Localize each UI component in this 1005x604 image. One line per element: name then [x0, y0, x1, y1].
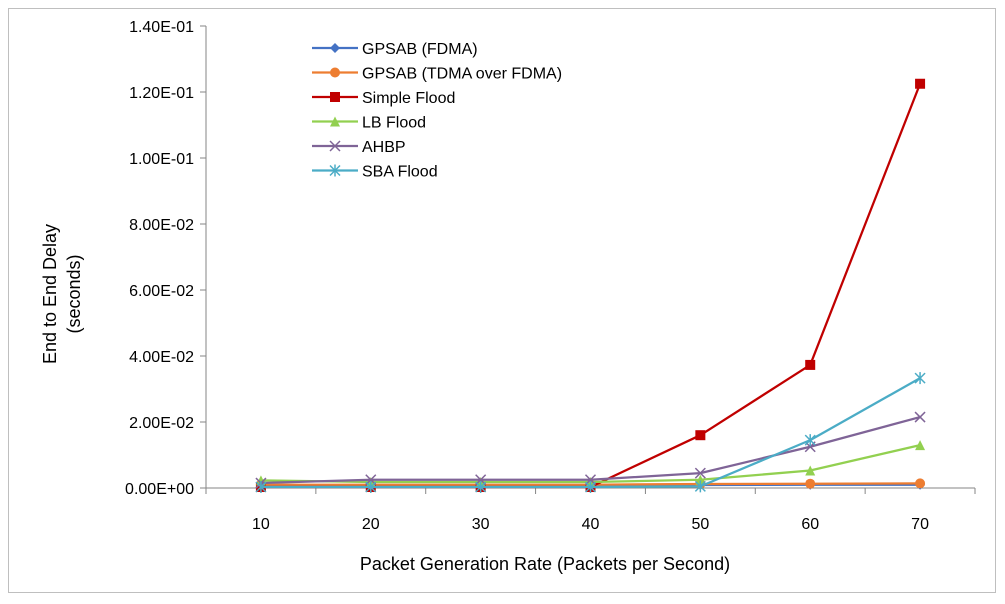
x-tick-label: 70: [911, 516, 929, 533]
data-point: [805, 359, 816, 370]
legend-label: LB Flood: [362, 115, 426, 132]
series-line: [260, 377, 921, 489]
y-tick-label: 1.40E-01: [129, 19, 194, 36]
legend-marker: [330, 92, 340, 102]
x-axis: 10 20 30 40 50 60 70: [205, 487, 976, 533]
series-5: [255, 372, 926, 494]
square-shape: [695, 430, 706, 441]
legend-item: SBA Flood: [312, 164, 438, 181]
y-axis-title-line-2: (seconds): [64, 254, 84, 333]
x-stroke: [694, 467, 706, 479]
circle-shape: [330, 67, 340, 78]
x-tick-label: 60: [801, 516, 819, 533]
square-shape: [805, 359, 816, 370]
triangle-shape: [330, 116, 340, 127]
y-tick-label: 8.00E-02: [129, 217, 194, 234]
x-axis-title: Packet Generation Rate (Packets per Seco…: [360, 554, 730, 574]
legend-label: AHBP: [362, 139, 406, 156]
y-tick-label: 4.00E-02: [129, 349, 194, 366]
series-line: [260, 444, 921, 484]
legend-item: Simple Flood: [312, 90, 455, 107]
data-point: [805, 465, 816, 476]
square-shape: [330, 92, 340, 102]
y-tick-label: 0.00E+00: [125, 481, 194, 498]
triangle-shape: [695, 474, 706, 485]
y-axis-title-line-1: End to End Delay: [40, 224, 60, 364]
circle-shape: [805, 478, 816, 489]
series-4: [255, 411, 926, 489]
x-tick-label: 20: [362, 516, 380, 533]
legend-item: GPSAB (TDMA over FDMA): [312, 66, 562, 83]
legend-marker: [330, 67, 340, 78]
y-axis: 0.00E+00 2.00E-02 4.00E-02 6.00E-02 8.00E-02…: [125, 19, 207, 498]
y-tick-label: 1.00E-01: [129, 151, 194, 168]
legend-item: LB Flood: [312, 115, 426, 132]
legend: GPSAB (FDMA) GPSAB (TDMA over FDMA) Simple…: [312, 41, 562, 181]
x-tick-label: 10: [252, 516, 270, 533]
x-stroke: [914, 411, 926, 423]
x-stroke: [329, 140, 341, 152]
data-point: [804, 434, 816, 447]
data-point: [694, 467, 706, 479]
legend-marker: [329, 164, 341, 177]
legend-marker: [329, 140, 341, 152]
legend-label: GPSAB (TDMA over FDMA): [362, 66, 562, 83]
series-line: [260, 83, 922, 489]
legend-label: Simple Flood: [362, 90, 455, 107]
data-point: [805, 478, 816, 489]
data-point: [475, 481, 487, 494]
series-lines: [255, 78, 926, 494]
triangle-shape: [915, 440, 926, 451]
x-tick-label: 50: [691, 516, 709, 533]
chart-frame: [8, 8, 996, 593]
data-point: [915, 478, 926, 489]
data-point: [915, 78, 926, 89]
data-point: [914, 411, 926, 423]
x-tick-label: 30: [472, 516, 490, 533]
data-point: [365, 481, 377, 494]
data-point: [914, 372, 926, 385]
legend-marker: [330, 43, 340, 53]
square-shape: [915, 78, 926, 89]
data-point: [695, 430, 706, 441]
series-2: [255, 78, 926, 493]
x-tick-label: 40: [582, 516, 600, 533]
data-point: [695, 474, 706, 485]
data-point: [694, 480, 706, 493]
data-point: [584, 481, 597, 494]
y-tick-label: 6.00E-02: [129, 283, 194, 300]
diamond-shape: [330, 43, 340, 53]
y-tick-label: 2.00E-02: [129, 415, 194, 432]
legend-label: GPSAB (FDMA): [362, 41, 478, 58]
triangle-shape: [805, 465, 816, 476]
legend-item: GPSAB (FDMA): [312, 41, 478, 58]
y-tick-label: 1.20E-01: [129, 85, 194, 102]
circle-shape: [915, 478, 926, 489]
series-line: [260, 415, 921, 485]
data-point: [915, 440, 926, 451]
data-point: [255, 481, 267, 494]
legend-item: AHBP: [312, 139, 406, 156]
legend-marker: [330, 116, 340, 127]
legend-label: SBA Flood: [362, 164, 438, 181]
